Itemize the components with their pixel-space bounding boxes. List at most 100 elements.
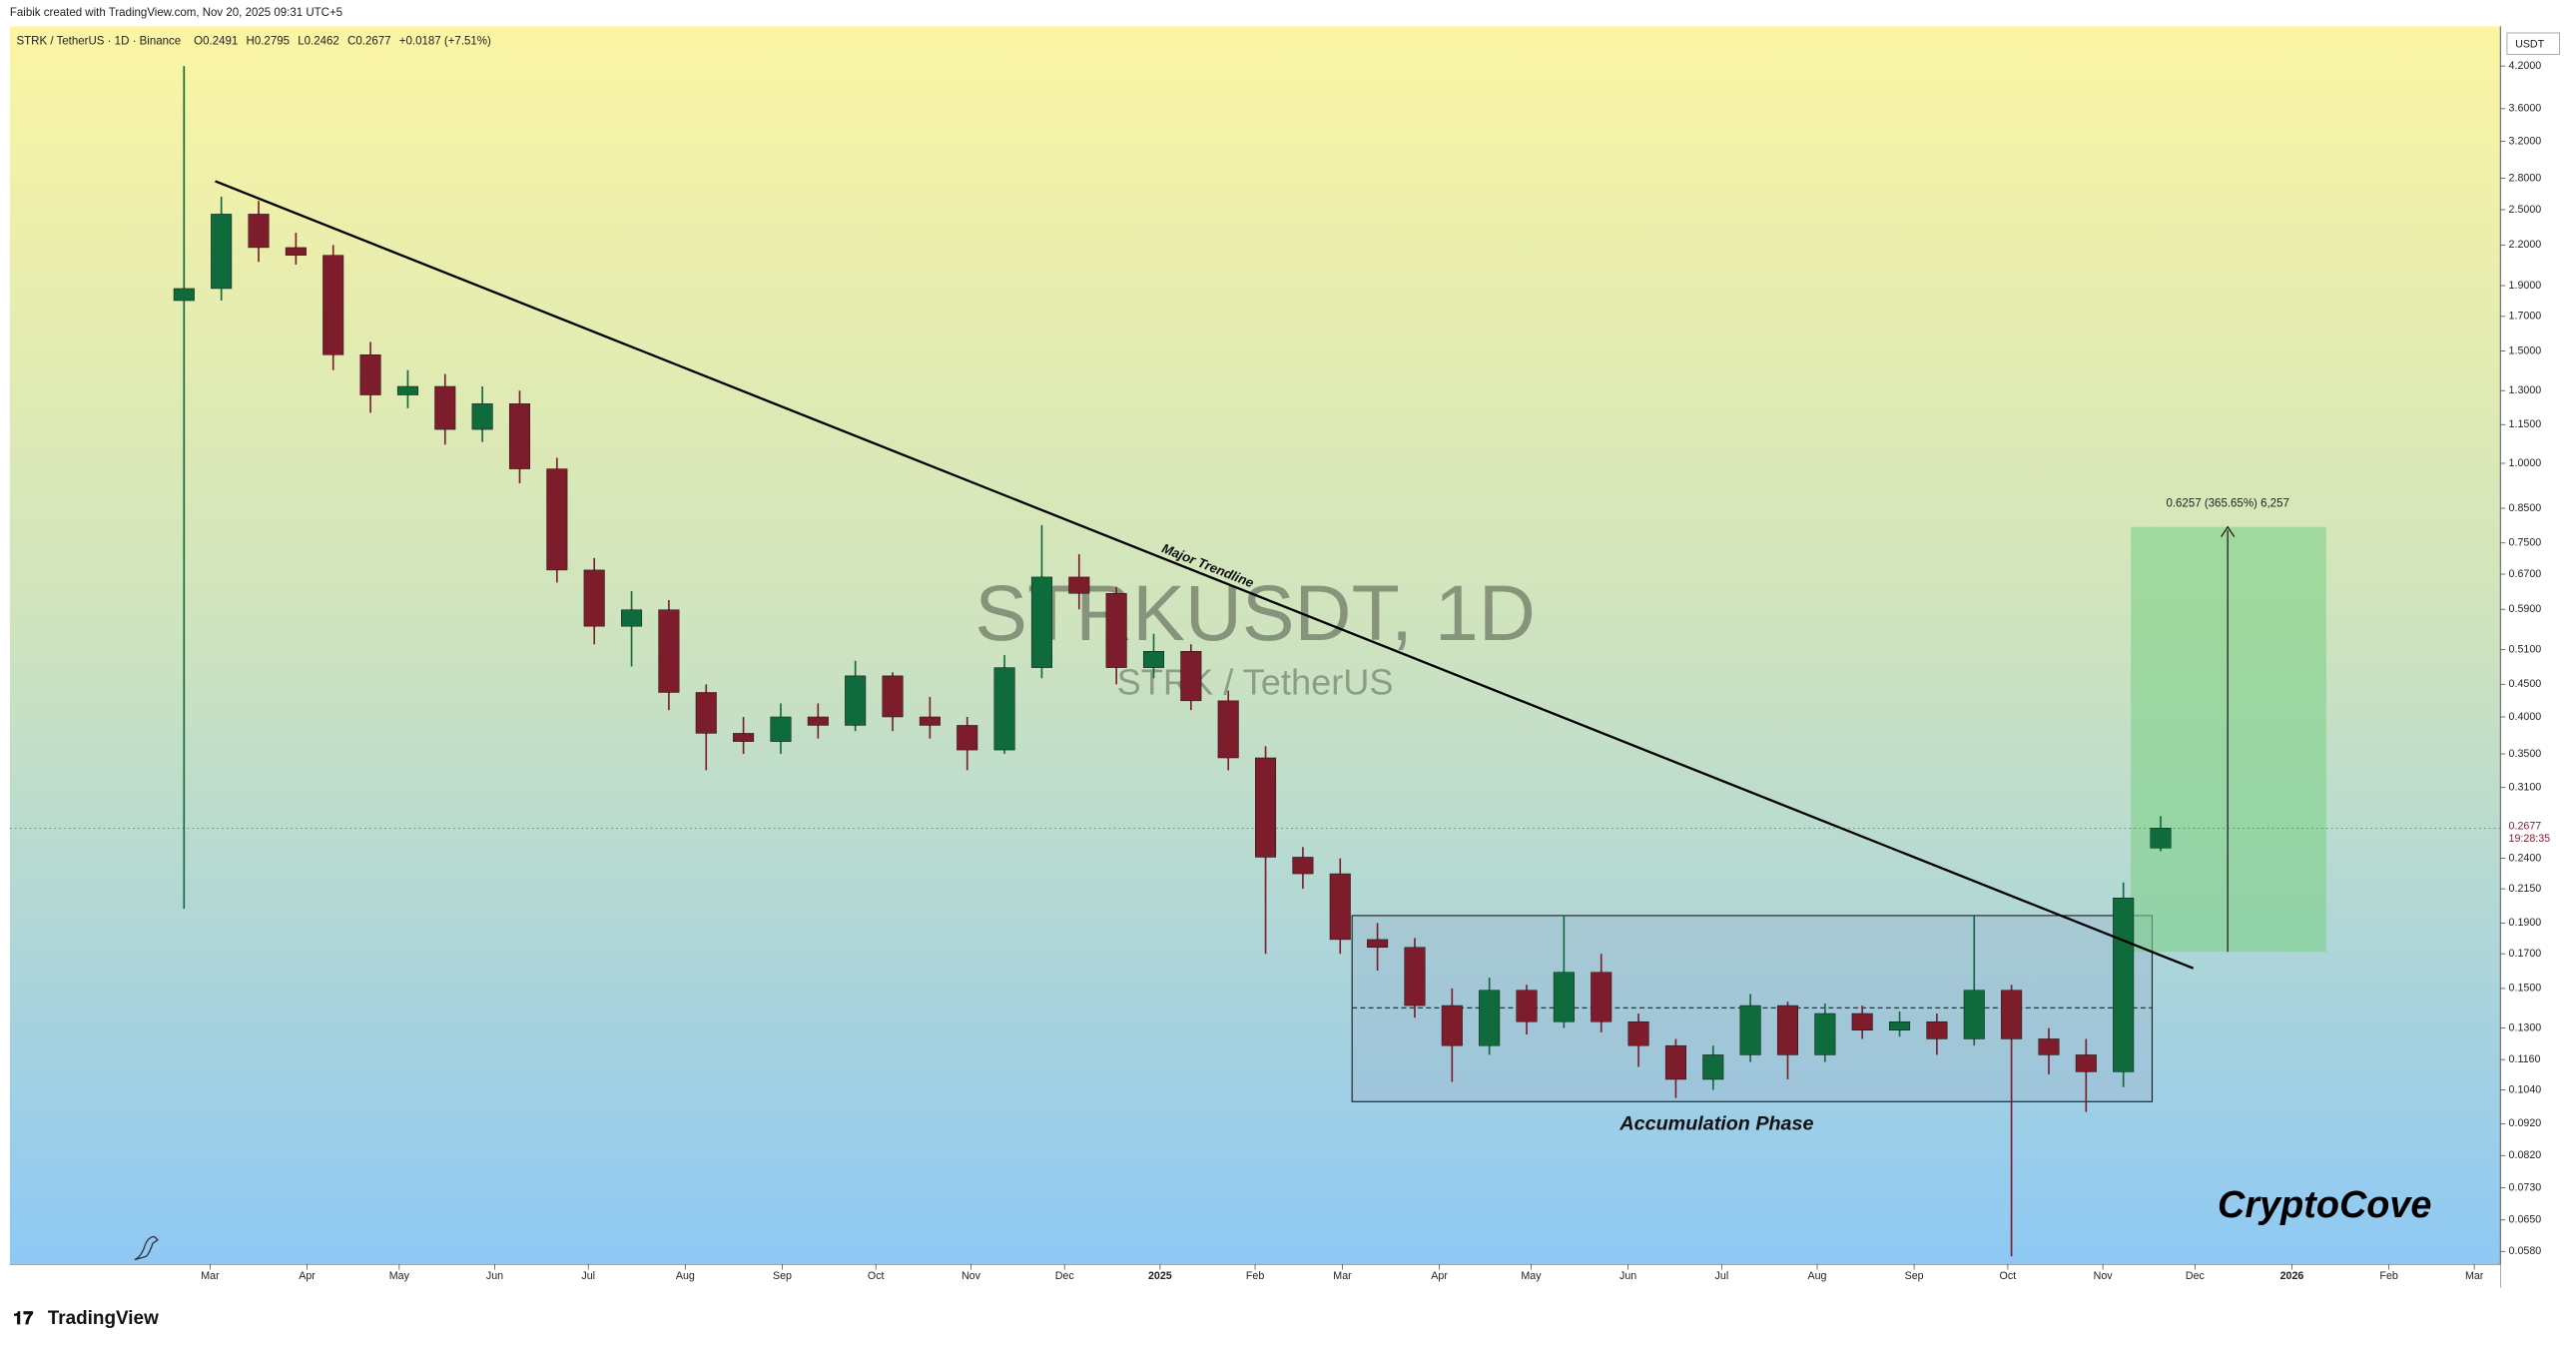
last-price-box [2501,818,2575,845]
y-tick-label: 0.0650 [2509,1214,2542,1226]
candle-body [2001,990,2023,1039]
candle-body [1739,1005,1761,1055]
candle-body [919,716,941,726]
candle-body [1926,1021,1948,1039]
countdown: 19:28:35 [2509,833,2551,845]
candle-body [508,403,531,469]
candle-body [2113,898,2135,1072]
y-tick-label: 0.1160 [2509,1053,2541,1065]
currency-box [2506,32,2560,55]
candle-body [1068,576,1090,594]
y-tick-label: 0.0580 [2509,1245,2542,1257]
candle-body [546,468,568,571]
candle-body [211,214,233,290]
brand-icon: 𝟏𝟕 [13,1308,33,1328]
symbol: STRK / TetherUS · 1D · Binance [16,35,181,47]
ohlc-value: C0.2677 [347,35,390,47]
candle-body [1664,1044,1686,1080]
candle-body [396,385,418,395]
y-tick-label: 1.1500 [2509,418,2542,430]
candle-body [1963,990,1985,1039]
range-label: Accumulation Phase [1618,1113,1813,1135]
y-tick-label: 0.5900 [2509,603,2542,615]
candle-body [1030,576,1052,668]
watermark: STRKUSDT, 1D [974,568,1536,657]
x-tick-label: Jul [1715,1270,1729,1282]
candle-body [1702,1054,1724,1080]
y-tick-label: 0.2150 [2509,883,2542,895]
candle-body [248,214,270,249]
signature: CryptoCove [2218,1184,2431,1226]
y-tick-label: 0.8500 [2509,502,2542,514]
candle-body [1591,972,1612,1022]
candle-body [1105,593,1127,668]
y-tick-label: 0.7500 [2509,537,2542,549]
y-tick-label: 0.3100 [2509,781,2542,793]
x-tick-label: Nov [2094,1270,2114,1282]
time-axis-bg [9,1264,2501,1288]
x-tick-label: Feb [1246,1270,1264,1282]
y-tick-label: 1.0000 [2509,457,2542,469]
y-tick-label: 0.1900 [2509,917,2542,929]
candle-body [1851,1012,1873,1030]
ohlc-value: O0.2491 [194,35,238,47]
x-tick-label: May [389,1270,410,1282]
y-tick-label: 3.2000 [2509,135,2542,147]
candle-body [1814,1012,1836,1055]
y-tick-label: 0.4000 [2509,711,2542,723]
candle-body [770,716,792,742]
candle-body [1255,757,1277,858]
ohlc-value: L0.2462 [298,35,339,47]
y-tick-label: 0.1700 [2509,948,2542,960]
x-tick-label: Oct [868,1270,885,1282]
brand: TradingView [48,1308,159,1329]
candle-body [359,354,381,395]
candle-body [621,609,643,627]
y-tick-label: 0.6700 [2509,568,2542,580]
x-tick-label: May [1521,1270,1542,1282]
x-tick-label: Dec [1055,1270,1075,1282]
trendline [215,180,2195,970]
y-tick-label: 0.1300 [2509,1021,2542,1033]
candle-body [1889,1021,1911,1030]
y-tick-label: 0.0730 [2509,1181,2542,1193]
target-arrowhead [2221,525,2236,537]
tv-icon [134,1235,159,1261]
y-tick-label: 1.9000 [2509,280,2542,292]
y-tick-label: 1.5000 [2509,344,2542,356]
x-tick-label: Jul [581,1270,595,1282]
candle-body [1404,947,1426,1007]
candle-body [882,675,904,718]
credit: Faibik created with TradingView.com, Nov… [10,7,342,19]
y-tick-label: 0.4500 [2509,678,2542,690]
ohlc-value: +0.0187 (+7.51%) [399,35,491,47]
candle-body [471,403,493,430]
x-tick-label: Mar [2465,1270,2484,1282]
candle-body [1329,873,1351,941]
x-tick-label: Aug [676,1270,695,1282]
candle-body [658,609,680,693]
x-tick-label: 2025 [1148,1270,1172,1282]
y-tick-label: 0.2400 [2509,852,2542,864]
x-tick-label: Apr [1431,1270,1448,1282]
x-tick-label: Jun [1619,1270,1636,1282]
candle-body [845,675,867,726]
ohlc-legend: O0.2491 H0.2795 L0.2462 C0.2677 +0.0187 (+7.… [194,35,491,47]
watermark-subtitle: STRK / TetherUS [1117,662,1394,703]
candle-body [1217,700,1239,759]
y-tick-label: 2.8000 [2509,172,2542,184]
candle-body [1180,651,1202,702]
measure-label: 0.6257 (365.65%) 6,257 [2166,498,2288,510]
candle-body [1479,990,1501,1046]
candle-body [1142,651,1165,668]
y-tick-label: 0.0820 [2509,1149,2542,1161]
y-tick-label: 1.7000 [2509,311,2542,323]
candle-body [957,725,978,751]
x-tick-label: Sep [1905,1270,1924,1282]
x-tick-label: Mar [201,1270,220,1282]
candle-body [173,288,195,302]
candle-body [2038,1038,2060,1055]
currency: USDT [2515,38,2545,50]
y-tick-label: 4.2000 [2509,60,2542,72]
candle-body [1516,990,1538,1022]
